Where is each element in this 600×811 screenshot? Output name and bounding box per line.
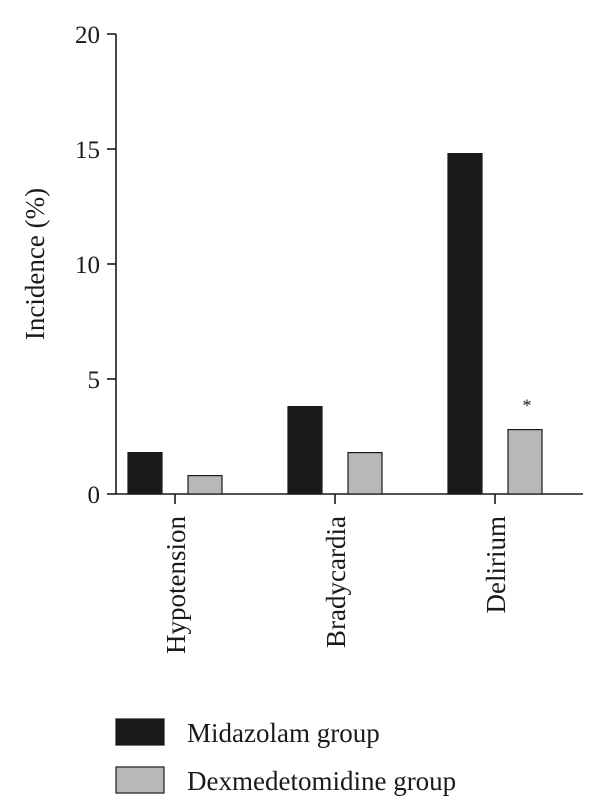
significance-marker: * bbox=[523, 396, 532, 416]
bar-dexmedetomidine-hypotension bbox=[187, 475, 223, 495]
legend-label: Midazolam group bbox=[187, 718, 380, 748]
legend-label: Dexmedetomidine group bbox=[187, 766, 456, 796]
x-axis: Hypotension Bradycardia Delirium bbox=[116, 493, 583, 654]
bars bbox=[127, 153, 543, 495]
y-tick-label: 20 bbox=[75, 22, 100, 49]
bar-dexmedetomidine-bradycardia bbox=[347, 452, 383, 495]
bar-midazolam-delirium bbox=[447, 153, 483, 495]
legend-swatch bbox=[115, 766, 165, 794]
y-tick-label: 0 bbox=[88, 482, 101, 509]
y-tick-label: 15 bbox=[75, 137, 100, 164]
bar-dexmedetomidine-delirium bbox=[507, 429, 543, 495]
bar-midazolam-bradycardia bbox=[287, 406, 323, 495]
y-tick-label: 5 bbox=[88, 367, 101, 394]
y-axis-title: Incidence (%) bbox=[20, 188, 50, 340]
y-tick-label: 10 bbox=[75, 252, 100, 279]
legend-swatch bbox=[115, 718, 165, 746]
annotations: * bbox=[523, 396, 532, 416]
x-tick-label: Delirium bbox=[481, 516, 511, 613]
x-tick-label: Hypotension bbox=[161, 516, 191, 654]
legend: Midazolam group Dexmedetomidine group bbox=[115, 718, 456, 796]
y-axis: 0 5 10 15 20 bbox=[75, 22, 117, 509]
bar-midazolam-hypotension bbox=[127, 452, 163, 495]
x-tick-label: Bradycardia bbox=[321, 516, 351, 648]
